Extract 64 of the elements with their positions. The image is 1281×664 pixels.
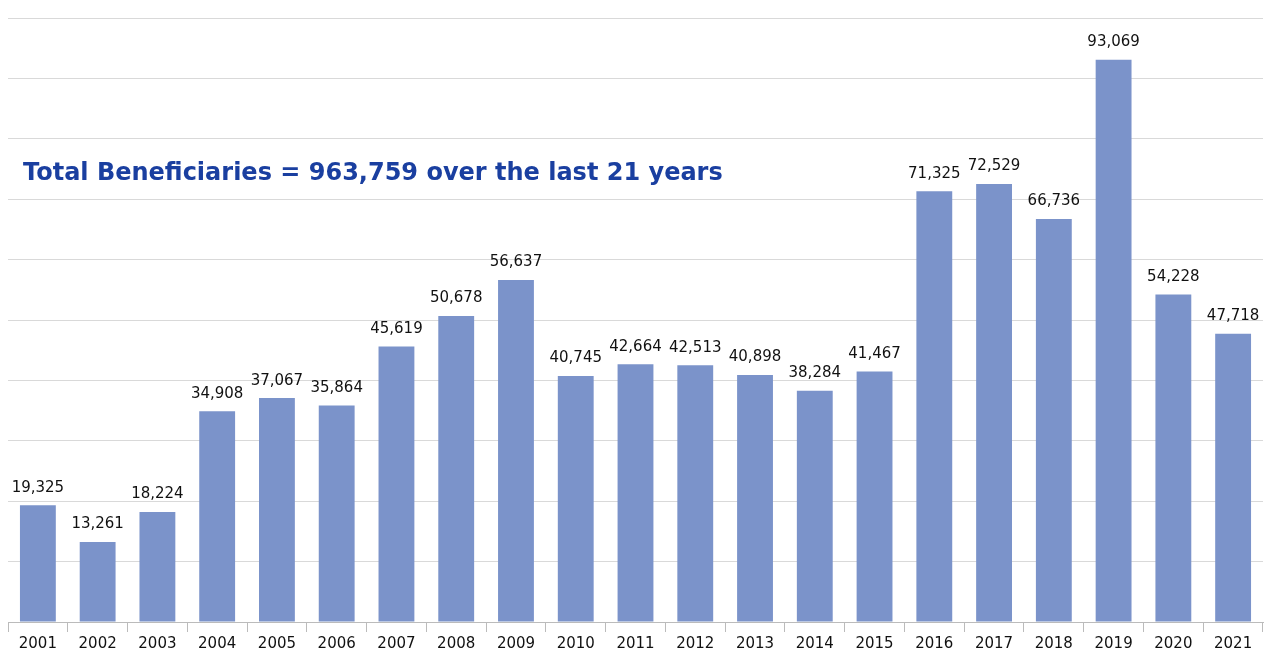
data-label: 45,619 <box>370 318 423 337</box>
x-tick-label: 2011 <box>616 633 655 652</box>
x-tick-label: 2019 <box>1094 633 1133 652</box>
data-label: 71,325 <box>908 163 961 182</box>
x-tick-label: 2001 <box>18 633 57 652</box>
x-tick-label: 2018 <box>1034 633 1073 652</box>
x-tick-label: 2002 <box>78 633 117 652</box>
data-label: 38,284 <box>788 363 842 382</box>
bar <box>1035 218 1072 622</box>
data-label: 34,908 <box>190 383 244 402</box>
data-label: 41,467 <box>848 343 901 362</box>
bar <box>1215 333 1252 622</box>
x-tick-label: 2006 <box>317 633 356 652</box>
x-tick-label: 2016 <box>915 633 954 652</box>
x-tick-label: 2013 <box>735 633 775 652</box>
x-tick-label: 2021 <box>1214 633 1253 652</box>
data-label: 19,325 <box>11 477 65 496</box>
x-tick-label: 2004 <box>198 633 237 652</box>
bar <box>1095 59 1132 622</box>
x-tick-label: 2008 <box>437 633 476 652</box>
bar <box>557 375 594 622</box>
x-tick-label: 2020 <box>1154 633 1193 652</box>
bar <box>199 411 236 622</box>
bar <box>1155 294 1192 622</box>
bar <box>856 371 893 622</box>
data-label: 35,864 <box>310 377 363 396</box>
data-label: 40,898 <box>728 347 782 366</box>
bar <box>438 315 475 622</box>
data-label: 42,513 <box>669 337 722 356</box>
bar <box>378 346 415 622</box>
x-tick-label: 2010 <box>556 633 595 652</box>
data-label: 37,067 <box>250 370 304 389</box>
data-label: 72,529 <box>967 156 1021 175</box>
data-label: 66,736 <box>1027 191 1081 210</box>
bar <box>617 364 654 622</box>
bar <box>498 279 534 622</box>
data-label: 13,261 <box>71 514 124 533</box>
bar <box>19 505 56 622</box>
x-tick-label: 2005 <box>257 633 297 652</box>
bar <box>916 191 953 622</box>
bar <box>796 390 833 622</box>
x-tick-label: 2009 <box>496 633 536 652</box>
data-label: 18,224 <box>131 484 184 503</box>
annotation: Total Beneficiaries = 963,759 over the last 21 years <box>23 158 723 187</box>
x-tick-label: 2003 <box>138 633 177 652</box>
x-tick-label: 2017 <box>974 633 1014 652</box>
bar <box>79 541 116 622</box>
data-label: 40,745 <box>549 348 602 367</box>
bar <box>677 365 714 622</box>
bar <box>139 511 176 622</box>
x-tick-label: 2012 <box>676 633 715 652</box>
bar <box>737 374 773 622</box>
x-tick-label: 2014 <box>795 633 834 652</box>
data-label: 50,678 <box>429 288 483 307</box>
bar <box>976 183 1012 622</box>
data-label: 93,069 <box>1087 32 1140 51</box>
bar <box>259 398 295 622</box>
data-label: 56,637 <box>489 252 543 271</box>
data-label: 47,718 <box>1206 306 1260 325</box>
x-tick-label: 2015 <box>855 633 894 652</box>
bar <box>318 405 355 622</box>
data-label: 42,664 <box>609 336 662 355</box>
data-label: 54,228 <box>1147 266 1200 285</box>
x-tick-label: 2007 <box>377 633 416 652</box>
